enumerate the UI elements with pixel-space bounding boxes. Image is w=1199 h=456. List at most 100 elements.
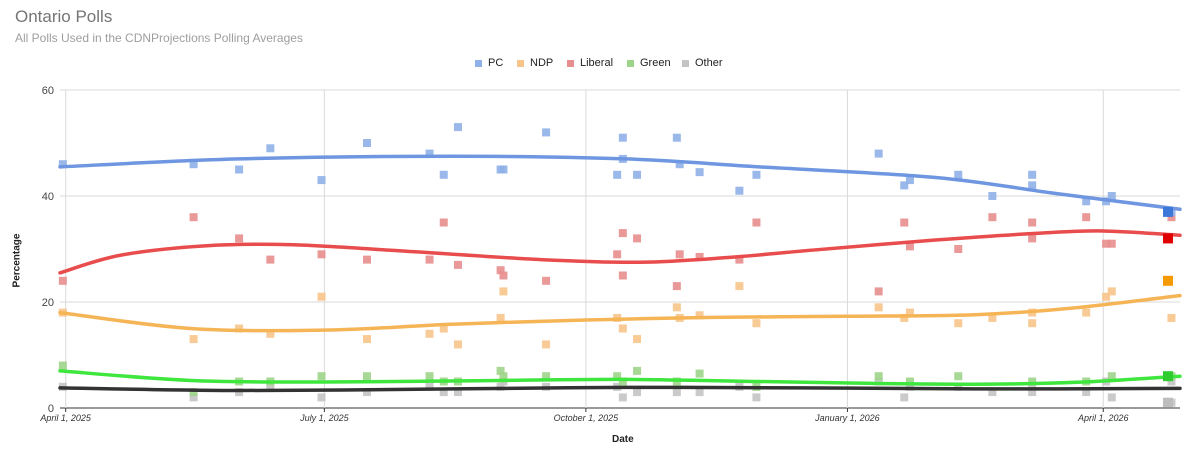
x-tick-label: April 1, 2025 (39, 413, 92, 423)
data-point-pc (695, 168, 704, 177)
data-point-other (695, 388, 704, 397)
data-point-ndp (235, 324, 244, 333)
data-point-ndp (633, 335, 642, 344)
chart-subtitle: All Polls Used in the CDNProjections Pol… (15, 31, 303, 45)
data-point-pc (425, 149, 434, 158)
data-point-green (496, 366, 505, 375)
data-point-ndp (1028, 319, 1037, 328)
data-point-green (189, 388, 198, 397)
data-point-green (613, 372, 622, 381)
data-point-other (425, 382, 434, 391)
y-tick-label: 60 (42, 85, 54, 97)
data-point-ndp (905, 308, 914, 317)
data-point-pc (675, 160, 684, 169)
data-point-ndp (988, 313, 997, 322)
data-point-pc (988, 192, 997, 200)
data-point-liberal (633, 234, 642, 243)
data-point-liberal (1107, 239, 1116, 248)
legend-item-ndp[interactable]: NDP (517, 57, 553, 69)
data-point-green (363, 372, 372, 381)
data-point-liberal (954, 245, 963, 253)
data-point-liberal (905, 242, 914, 251)
data-point-ndp (874, 303, 883, 312)
data-point-liberal (613, 250, 622, 259)
legend-swatch-ndp (517, 59, 524, 67)
data-point-liberal (672, 282, 681, 291)
data-point-ndp (266, 329, 275, 338)
trend-line-liberal (58, 229, 1182, 275)
y-tick-label: 20 (42, 297, 54, 309)
legend-item-pc[interactable]: PC (475, 57, 503, 69)
data-point-green (542, 372, 551, 381)
data-point-other (618, 393, 627, 402)
legend-item-liberal[interactable]: Liberal (567, 57, 613, 69)
data-point-other (672, 388, 681, 397)
data-point-ndp (317, 292, 326, 301)
data-point-pc (672, 133, 681, 142)
data-point-liberal (752, 218, 761, 227)
data-point-other (1082, 388, 1091, 397)
data-point-green (633, 366, 642, 375)
legend-swatch-other (682, 59, 689, 67)
data-point-green (1028, 377, 1037, 386)
data-point-liberal (317, 250, 326, 259)
data-point-pc (905, 176, 914, 185)
data-point-pc (1028, 181, 1037, 190)
data-point-other (752, 393, 761, 402)
data-point-pc (1082, 197, 1091, 206)
data-point-liberal (1167, 213, 1176, 222)
x-tick-label: October 1, 2025 (554, 413, 620, 423)
legend-item-other[interactable]: Other (682, 57, 723, 69)
legend-swatch-pc (475, 59, 482, 67)
data-point-ndp (1107, 287, 1116, 296)
latest-average-other (1163, 397, 1173, 408)
legend-item-green[interactable]: Green (627, 57, 671, 69)
data-point-liberal (499, 271, 508, 280)
data-point-liberal (496, 266, 505, 275)
trend-line-green (58, 369, 1182, 386)
data-point-liberal (1028, 234, 1037, 243)
data-point-green (905, 377, 914, 386)
data-point-green (695, 369, 704, 378)
data-point-liberal (675, 250, 684, 259)
data-point-pc (752, 170, 761, 179)
data-point-green (874, 372, 883, 381)
data-point-liberal (439, 218, 448, 227)
data-point-liberal (618, 271, 627, 280)
data-point-other (1028, 388, 1037, 397)
data-point-ndp (672, 303, 681, 312)
x-tick-label: April 1, 2026 (1077, 413, 1129, 423)
data-point-other (189, 393, 198, 402)
data-point-pc (235, 165, 244, 174)
data-point-pc (266, 144, 275, 153)
data-point-other (633, 388, 642, 397)
latest-average-liberal (1163, 233, 1173, 244)
data-point-pc (1028, 170, 1037, 179)
data-point-pc (874, 149, 883, 158)
data-point-liberal (1102, 239, 1111, 248)
x-tick-label: July 1, 2025 (299, 413, 350, 423)
data-point-ndp (499, 287, 508, 296)
latest-average-ndp (1163, 275, 1173, 286)
data-point-pc (363, 139, 372, 147)
data-point-liberal (874, 287, 883, 296)
data-point-ndp (1167, 313, 1176, 322)
legend-label-liberal: Liberal (580, 57, 614, 69)
legend-label-other: Other (695, 57, 723, 69)
data-point-liberal (363, 255, 372, 264)
data-point-pc (317, 176, 326, 185)
chart-title: Ontario Polls (15, 7, 113, 26)
legend-label-pc: PC (488, 57, 504, 69)
data-point-other (900, 393, 909, 402)
data-point-other (1028, 382, 1037, 391)
data-point-ndp (189, 335, 198, 344)
data-point-ndp (1082, 308, 1091, 317)
data-point-pc (954, 170, 963, 179)
data-point-other (874, 377, 883, 386)
data-point-ndp (954, 319, 963, 328)
data-point-other (988, 388, 997, 397)
trend-line-ndp (58, 293, 1182, 333)
x-axis-title: Date (612, 434, 634, 445)
legend-label-green: Green (640, 57, 671, 69)
